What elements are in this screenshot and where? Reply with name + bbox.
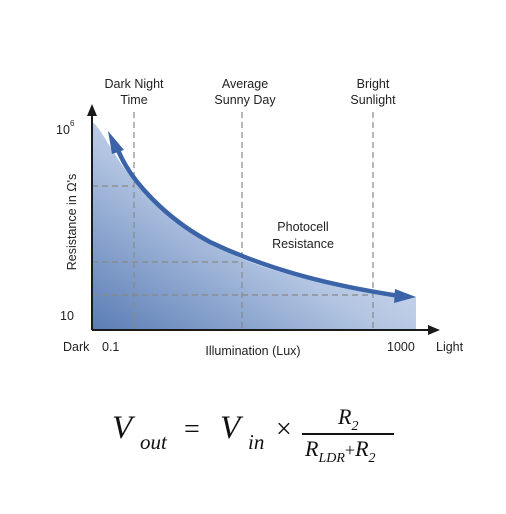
formula-fraction-bar [302,433,394,435]
marker-bright-line1: Bright [357,77,390,91]
voltage-divider-formula: V out = V in × R2 RLDR+R2 [112,398,412,478]
marker-sunny-day-line1: Average [222,77,268,91]
shaded-area [92,122,416,330]
x-dark-label: Dark [63,340,90,354]
curve-label-line1: Photocell [277,220,328,234]
formula-den-plus: + [344,440,356,460]
y-top-label: 10 [56,123,70,137]
formula-num-sub: 2 [351,419,359,434]
x-axis-title: Illumination (Lux) [205,344,300,358]
formula-den-r2: R [355,436,369,461]
formula-vout: V [112,410,133,446]
formula-den-r1-sub: LDR [318,451,345,466]
marker-bright-line2: Sunlight [350,93,396,107]
formula-denominator: RLDR+R2 [305,436,376,466]
formula-num-r: R [338,404,352,429]
resistance-curve [115,147,403,299]
x-start-label: 0.1 [102,340,119,354]
formula-den-r2-sub: 2 [368,451,376,466]
formula-vin-sub: in [248,430,265,454]
y-top-base: 10 [56,123,70,137]
formula-numerator: R2 [338,404,358,434]
marker-dark-night-line2: Time [120,93,147,107]
x-light-label: Light [436,340,464,354]
marker-sunny-day-line2: Sunny Day [214,93,276,107]
curve-arrowhead-top [108,131,124,154]
formula-equals: = [184,414,200,445]
y-axis-title: Resistance in Ω's [65,174,79,271]
formula-den-r1: R [305,436,319,461]
marker-dark-night-line1: Dark Night [104,77,164,91]
ldr-resistance-diagram: Dark Night Time Average Sunny Day Bright… [56,77,464,358]
y-top-exponent: 6 [70,119,75,128]
y-bottom-label: 10 [60,309,74,323]
formula-times: × [276,414,292,445]
formula-vout-sub: out [140,430,167,454]
x-end-label: 1000 [387,340,415,354]
x-axis-arrow [428,325,440,335]
curve-label-line2: Resistance [272,237,334,251]
curve-arrowhead-right [394,289,416,303]
formula-vin: V [220,410,241,446]
y-axis-arrow [87,104,97,116]
